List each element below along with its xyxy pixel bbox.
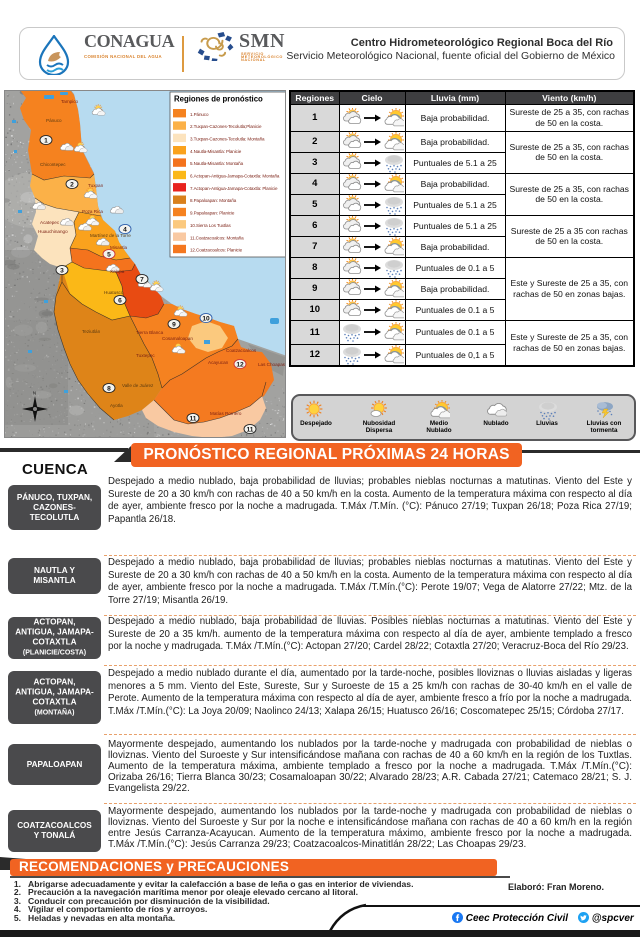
svg-text:Las Choapas: Las Choapas [258,362,286,367]
svg-text:1: 1 [44,137,48,144]
svg-text:Martínez de la Torre: Martínez de la Torre [90,233,131,238]
svg-text:10.Sierra Los Tuxtlas: 10.Sierra Los Tuxtlas [190,223,231,228]
svg-text:Cosamaloapan: Cosamaloapan [162,336,193,341]
svg-text:8: 8 [107,385,111,392]
svg-text:Teziutlán: Teziutlán [82,329,101,334]
svg-text:2: 2 [70,181,74,188]
svg-text:11: 11 [190,415,197,422]
svg-text:7: 7 [140,276,144,283]
svg-text:8.Papaloapan: Montaña: 8.Papaloapan: Montaña [190,198,237,203]
svg-text:Huauchinango: Huauchinango [38,229,68,234]
svg-text:Misantla: Misantla [110,245,128,250]
svg-text:4.Nautla-Misantla: Planicie: 4.Nautla-Misantla: Planicie [190,149,242,154]
svg-text:2.Tuxpan-Cazones-Tecolutla;Pla: 2.Tuxpan-Cazones-Tecolutla;Planicie [190,124,262,129]
svg-text:4: 4 [123,226,127,233]
svg-text:Poza Rica: Poza Rica [82,209,103,214]
svg-text:7.Actopan-Antigua-Jamapa-Cotax: 7.Actopan-Antigua-Jamapa-Cotaxtla: Plani… [190,186,278,191]
svg-text:5: 5 [107,251,111,258]
svg-text:Regiones de pronóstico: Regiones de pronóstico [174,95,263,104]
svg-text:12: 12 [236,361,244,368]
svg-text:Coatzacoalcos: Coatzacoalcos [226,348,257,353]
svg-text:Ayotla: Ayotla [110,403,123,408]
svg-text:5.Nautla-Misantla: Montaña: 5.Nautla-Misantla: Montaña [190,161,244,166]
svg-text:3: 3 [60,267,64,274]
svg-text:Acayucan: Acayucan [208,360,229,365]
svg-text:Xalapa: Xalapa [110,269,125,274]
svg-text:1.Pánuco: 1.Pánuco [190,112,209,117]
svg-text:Huatusco: Huatusco [104,290,124,295]
svg-text:Pánuco: Pánuco [46,118,62,123]
svg-text:Tuxtepec: Tuxtepec [136,353,155,358]
svg-text:11.Coatzacoalcos: Montaña: 11.Coatzacoalcos: Montaña [190,235,244,240]
svg-text:Valle de Juárez: Valle de Juárez [122,383,154,388]
svg-text:Chicontepec: Chicontepec [40,162,66,167]
svg-text:9.Papaloapan: Planicie: 9.Papaloapan: Planicie [190,211,235,216]
svg-text:10: 10 [202,315,210,322]
svg-text:Tierra Blanca: Tierra Blanca [136,330,164,335]
svg-text:12.Coatzacoalcos: Planicie: 12.Coatzacoalcos: Planicie [190,248,243,253]
svg-text:3.Tuxpan-Cazones-Tecolutla: Mo: 3.Tuxpan-Cazones-Tecolutla: Montaña [190,137,265,142]
svg-text:6: 6 [118,297,122,304]
svg-text:Acatepec: Acatepec [40,220,60,225]
svg-text:Tampico: Tampico [61,99,79,104]
svg-text:11: 11 [247,426,254,433]
svg-text:9: 9 [172,321,176,328]
svg-text:Tuxpan: Tuxpan [88,183,104,188]
svg-text:Matías Romero: Matías Romero [210,411,242,416]
svg-text:N: N [33,391,36,396]
svg-text:6.Actopan-Antigua-Jamapa-Cotax: 6.Actopan-Antigua-Jamapa-Cotaxtla: Monta… [190,174,280,179]
